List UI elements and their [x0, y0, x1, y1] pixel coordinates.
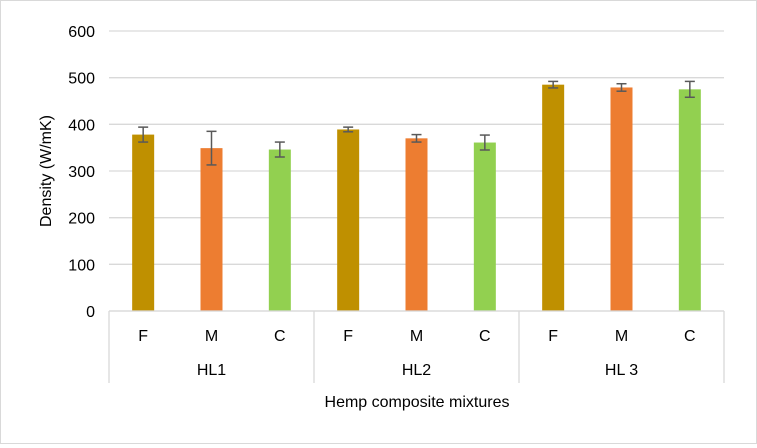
x-tick-label: F [343, 328, 353, 345]
x-tick-label: F [138, 328, 148, 345]
y-tick-label: 400 [68, 117, 95, 134]
group-label: HL2 [402, 362, 431, 379]
error-bar [479, 134, 490, 151]
bar-hl2-f [337, 129, 360, 311]
error-bar [343, 126, 354, 133]
y-tick-label: 600 [68, 24, 95, 41]
group-label: HL 3 [605, 362, 638, 379]
x-tick-label: M [410, 328, 423, 345]
y-tick-label: 300 [68, 164, 95, 181]
group-label: HL1 [197, 362, 226, 379]
error-bar [411, 133, 422, 143]
bar-hl3-f [542, 84, 565, 312]
bar-hl2-m [405, 138, 428, 311]
y-tick-label: 100 [68, 257, 95, 274]
x-tick-label: M [205, 328, 218, 345]
bar-hl2-c [473, 142, 496, 311]
y-axis-label: Density (W/mK) [38, 115, 55, 227]
error-bar [138, 126, 149, 143]
x-axis-label: Hemp composite mixtures [325, 394, 510, 411]
x-tick-label: C [479, 328, 491, 345]
bar-hl1-c [268, 149, 291, 311]
error-bar [548, 80, 559, 89]
error-bar [616, 82, 627, 92]
error-bar [274, 141, 285, 158]
x-tick-label: C [274, 328, 286, 345]
error-bar [684, 80, 695, 99]
y-tick-label: 500 [68, 71, 95, 88]
x-tick-label: M [615, 328, 628, 345]
error-bar [206, 130, 217, 166]
x-tick-label: C [684, 328, 696, 345]
bar-hl3-c [678, 89, 701, 311]
y-tick-label: 200 [68, 211, 95, 228]
x-tick-label: F [548, 328, 558, 345]
bar-hl3-m [610, 87, 633, 311]
bar-hl1-m [200, 148, 223, 311]
bar-hl1-f [132, 134, 155, 311]
y-tick-label: 0 [86, 304, 95, 321]
